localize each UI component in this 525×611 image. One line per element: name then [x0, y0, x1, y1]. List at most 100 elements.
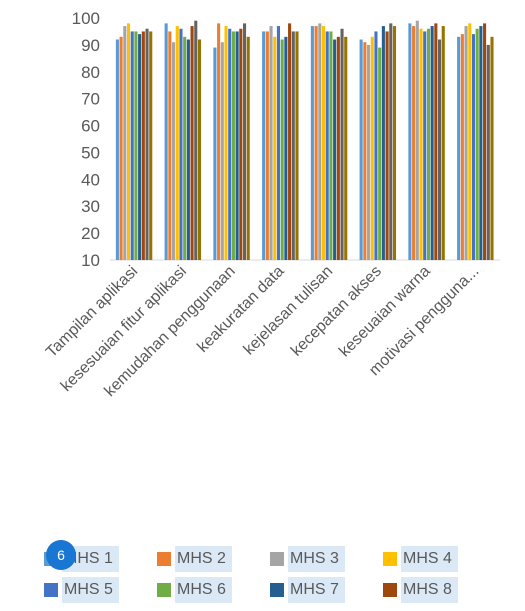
bar — [321, 26, 326, 260]
bar — [213, 47, 217, 260]
bar — [246, 36, 250, 260]
bar — [457, 36, 461, 260]
bar — [295, 31, 299, 260]
bar — [276, 26, 281, 260]
bar — [239, 28, 243, 261]
y-tick-label: 90 — [81, 36, 100, 55]
legend-label: MHS 5 — [62, 577, 119, 603]
bar — [336, 36, 340, 260]
bar — [471, 34, 476, 260]
bar — [430, 26, 434, 260]
bar-chart: 10 20 30 40 50 60 70 80 90 100 Tampilan aplikasi ke… — [43, 9, 500, 400]
legend-swatch — [44, 583, 58, 597]
bar — [385, 31, 389, 260]
bar — [217, 23, 221, 260]
bar — [441, 26, 445, 260]
x-tick-label: kecepatan akses — [288, 263, 385, 360]
bar — [130, 31, 134, 260]
bar — [175, 26, 179, 260]
bar — [475, 28, 479, 261]
bar — [374, 31, 378, 260]
legend-label: MHS 6 — [175, 577, 232, 603]
x-tick-label: keakuratan data — [194, 263, 287, 356]
legend-swatch — [383, 583, 397, 597]
legend-item: MHS 7 — [270, 577, 345, 603]
legend-item: MHS 8 — [383, 577, 458, 603]
bar — [164, 23, 168, 260]
bar — [460, 34, 464, 260]
legend-label: MHS 7 — [288, 577, 345, 603]
bar — [172, 42, 176, 261]
x-tick-label: Tampilan aplikasi — [43, 263, 141, 361]
bar — [186, 39, 190, 261]
bar — [220, 42, 224, 261]
bar — [318, 23, 322, 260]
legend-swatch — [270, 552, 284, 566]
bar — [168, 31, 172, 260]
bar — [280, 39, 284, 261]
bar — [123, 26, 127, 260]
y-tick-label: 60 — [81, 117, 100, 136]
bar — [119, 36, 123, 260]
y-tick-label: 100 — [72, 9, 100, 28]
bar — [288, 23, 292, 260]
legend-swatch — [270, 583, 284, 597]
bar — [197, 39, 202, 261]
bar — [340, 28, 344, 261]
bar — [483, 23, 487, 260]
bar — [464, 26, 468, 260]
bar — [426, 28, 430, 261]
legend-item: MHS 2 — [157, 546, 232, 572]
bar — [235, 31, 239, 260]
bar — [190, 26, 194, 260]
legend-swatch — [157, 583, 171, 597]
page-badge[interactable]: 6 — [46, 540, 76, 570]
bar — [179, 28, 183, 261]
bar — [486, 44, 490, 260]
bar — [333, 39, 337, 261]
legend-label: MHS 4 — [401, 546, 458, 572]
bar — [310, 26, 314, 260]
bar — [115, 39, 119, 261]
x-tick-label: keseuaian warna — [336, 263, 434, 361]
bar — [434, 23, 438, 260]
y-tick-label: 30 — [81, 197, 100, 216]
bar — [415, 20, 419, 260]
bar — [134, 31, 138, 260]
bar — [370, 36, 374, 260]
bar — [344, 36, 348, 260]
bar — [291, 31, 295, 260]
y-tick-label: 10 — [81, 251, 100, 270]
bar — [367, 44, 371, 260]
bar — [273, 36, 277, 260]
legend-swatch — [383, 552, 397, 566]
bar — [468, 23, 472, 260]
y-tick-label: 70 — [81, 90, 100, 109]
bar — [437, 39, 442, 261]
y-tick-label: 80 — [81, 63, 100, 82]
bar — [269, 26, 273, 260]
x-tick-label: kejelasan tulisan — [241, 263, 337, 359]
bar — [228, 28, 232, 261]
legend-item: MHS 4 — [383, 546, 458, 572]
bar — [141, 31, 145, 260]
bar — [381, 26, 385, 260]
bar — [265, 31, 269, 260]
bar — [262, 31, 266, 260]
y-tick-label: 20 — [81, 224, 100, 243]
bar — [224, 26, 228, 260]
bar — [231, 31, 235, 260]
legend-item: MHS 6 — [157, 577, 232, 603]
bar — [359, 39, 363, 261]
bar — [363, 42, 367, 261]
bar — [392, 26, 397, 260]
bar — [138, 34, 142, 260]
bar — [329, 31, 333, 260]
bar — [408, 23, 412, 260]
bar — [412, 26, 416, 260]
legend-item: MHS 5 — [44, 577, 119, 603]
bar — [325, 31, 329, 260]
legend-label: MHS 3 — [288, 546, 345, 572]
bar — [479, 26, 483, 260]
bar — [419, 28, 423, 261]
